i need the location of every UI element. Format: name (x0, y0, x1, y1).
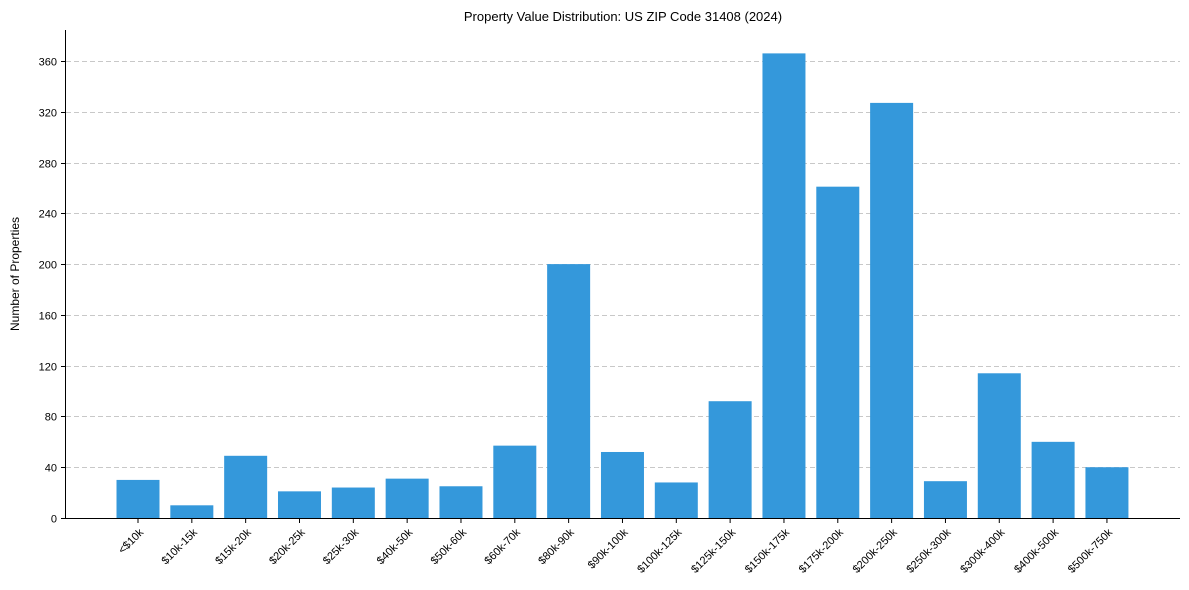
x-tick-label: $15k-20k (213, 526, 254, 567)
bar (1031, 441, 1075, 518)
x-tick-label: $50k-60k (429, 526, 470, 567)
bar (116, 479, 160, 518)
bar (654, 482, 698, 518)
x-tick-label: $400k-500k (1012, 526, 1061, 575)
x-tick-label: $100k-125k (635, 526, 684, 575)
y-tick-label: 160 (39, 311, 57, 323)
x-tick-label: $80k-90k (536, 526, 577, 567)
x-tick-label: $175k-200k (797, 526, 846, 575)
x-tick-label: $125k-150k (689, 526, 738, 575)
bar (224, 455, 268, 518)
x-tick-label: $300k-400k (958, 526, 1007, 575)
x-tick-label: $500k-750k (1066, 526, 1115, 575)
chart-title: Property Value Distribution: US ZIP Code… (464, 9, 782, 24)
bar (331, 487, 375, 518)
bar (870, 102, 914, 519)
x-tick-label: <$10k (116, 526, 146, 556)
bar (493, 445, 537, 518)
y-tick-label: 40 (45, 463, 57, 475)
bar (439, 486, 483, 518)
bar (385, 478, 429, 518)
bar (708, 401, 752, 518)
x-tick-label: $10k-15k (159, 526, 200, 567)
y-tick-label: 80 (45, 412, 57, 424)
y-tick-label: 0 (51, 514, 57, 526)
bar (170, 505, 214, 518)
y-tick-label: 200 (39, 260, 57, 272)
bar (600, 451, 644, 518)
bar (923, 481, 967, 518)
x-tick-label: $150k-175k (743, 526, 792, 575)
y-tick-label: 120 (39, 362, 57, 374)
x-tick-label: $90k-100k (586, 526, 631, 571)
y-tick-label: 240 (39, 209, 57, 221)
x-tick-label: $25k-30k (321, 526, 362, 567)
bar (762, 53, 806, 519)
y-axis-label: Number of Properties (8, 217, 22, 331)
x-tick-label: $200k-250k (851, 526, 900, 575)
y-tick-label: 320 (39, 108, 57, 120)
y-tick-label: 280 (39, 159, 57, 171)
bar (977, 373, 1021, 518)
bar (277, 491, 321, 518)
x-tick-label: $20k-25k (267, 526, 308, 567)
x-tick-label: $250k-300k (904, 526, 953, 575)
y-tick-label: 360 (39, 57, 57, 69)
x-tick-label: $60k-70k (482, 526, 523, 567)
bar (1085, 467, 1129, 518)
bar (816, 186, 860, 519)
bar (547, 264, 591, 518)
x-tick-label: $40k-50k (375, 526, 416, 567)
